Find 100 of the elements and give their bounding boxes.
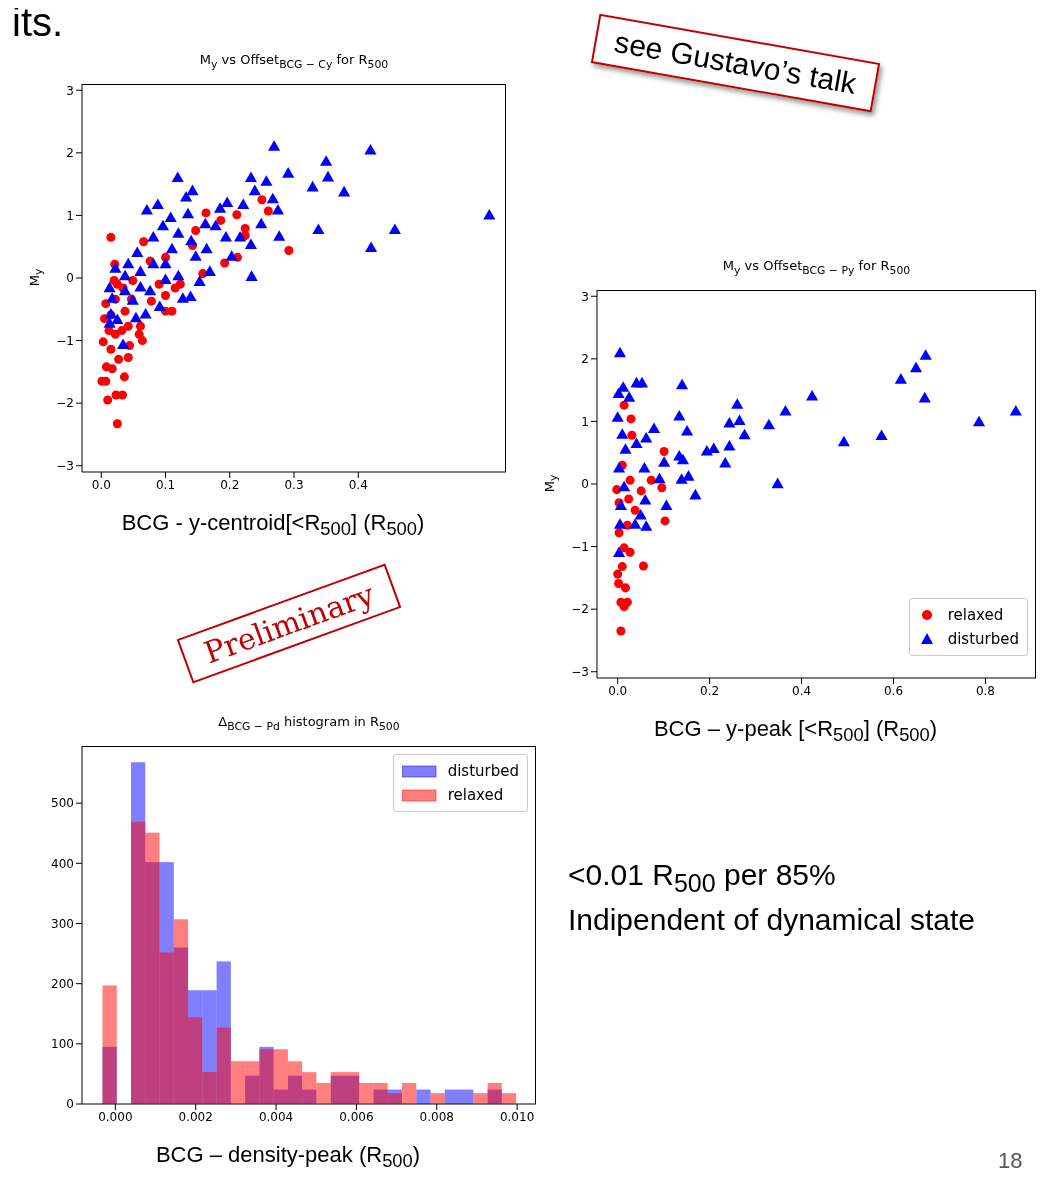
point [123,352,133,362]
legend-label: disturbed [447,762,519,780]
x-tick-label: 0.4 [348,477,368,492]
x-axis-title: BCG – y-peak [<R$_{500}$] (R$_{500}$) [652,716,939,747]
x-tick-label: 0.2 [700,683,720,698]
point [123,321,133,331]
legend-label: relaxed [447,786,504,804]
y-tick-label: 0 [581,477,589,492]
point [675,378,689,390]
y-tick-label: 2 [66,146,74,161]
point [117,326,127,336]
chart-title: M$_{y}$ vs Offset$_{BCG − Cy}$ for R$_{500}$ [198,52,390,71]
point [647,422,661,434]
point [612,461,626,473]
point [733,414,746,425]
x-tick-label: 0.6 [883,683,904,698]
point [614,528,624,538]
point [201,208,211,218]
point [119,372,129,382]
point [659,446,669,456]
point [167,306,177,316]
point [635,376,649,388]
point [639,493,652,505]
point [220,258,230,268]
x-tick-label: 0.008 [419,1109,454,1124]
point [918,391,931,403]
point [875,429,888,440]
point [175,279,185,289]
point [618,480,631,492]
point [263,206,273,216]
point [103,395,113,405]
point [620,583,631,593]
y-tick-label: −2 [571,602,589,617]
y-tick-label: −1 [56,333,74,348]
point [731,398,744,409]
x-tick-label: 0.1 [155,477,176,492]
point [700,445,713,456]
x-axis-title: BCG – density-peak (R$_{500}$) [154,1142,422,1173]
x-tick-label: 0.8 [975,683,995,698]
point [657,483,667,493]
point [120,306,130,316]
point [660,499,673,511]
point [112,419,122,429]
point [128,276,138,286]
point [638,561,648,571]
point [98,337,108,347]
point [634,508,647,520]
point [723,416,736,428]
point [614,579,624,589]
point [616,428,629,439]
text: Indipendent of dynamical state [568,903,975,937]
point [114,354,124,364]
point [1009,405,1022,416]
point [779,405,792,416]
text: 18 [998,1148,1023,1174]
point [723,440,736,451]
point [284,245,294,255]
y-tick-label: 300 [51,916,74,931]
chart-title: M$_{y}$ vs Offset$_{BCG − Py}$ for R$_{500}$ [721,258,912,277]
point [623,391,636,402]
point [232,210,242,220]
point [611,411,624,422]
point [146,296,156,306]
y-tick-label: 400 [51,856,74,871]
x-tick-label: 0.2 [220,477,240,492]
x-tick-label: 0.4 [792,683,812,698]
x-tick-label: 0.3 [284,477,304,492]
point [613,346,627,358]
legend-label: disturbed [947,630,1019,648]
point [909,361,923,373]
point [806,389,819,401]
point [738,428,751,440]
point [837,435,850,447]
point [216,215,226,225]
point [257,195,267,205]
point [919,349,932,360]
point [630,505,640,515]
point [675,473,688,484]
point [626,414,636,424]
point [106,344,116,354]
y-tick-label: 200 [51,976,74,991]
point [676,453,690,465]
x-tick-label: 0.010 [499,1109,535,1124]
point [624,494,634,504]
point [640,520,653,531]
point [681,425,694,436]
point [625,475,635,485]
point [627,430,637,440]
y-tick-label: −3 [571,665,589,679]
x-axis-title: BCG - y-centroid[<R$_{500}$] (R$_{500}$) [120,510,426,541]
text: <0.01 R$_{500}$ per 85% [568,858,836,898]
point [762,418,775,430]
point [719,456,732,468]
point [629,518,642,529]
point [771,477,784,489]
point [894,373,907,384]
point [646,475,656,485]
point [617,562,627,572]
chart-title: Δ$_{BCG − Pd}$ histogram in R$_{500}$ [217,714,401,733]
point [135,321,145,331]
